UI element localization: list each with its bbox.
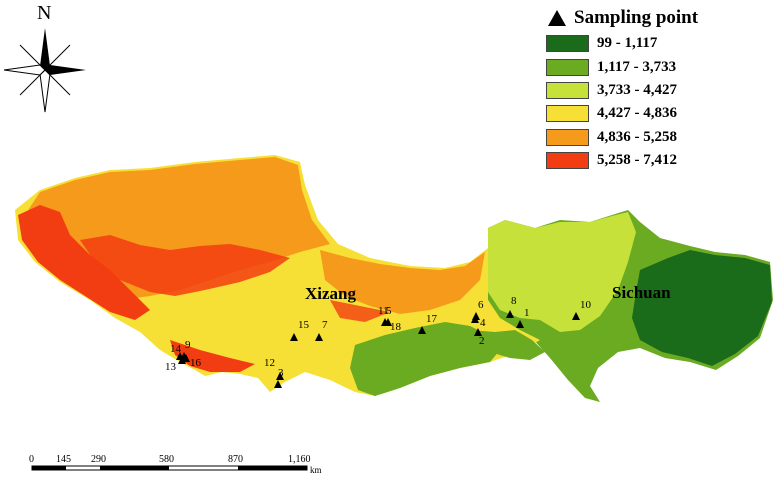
- legend-item: 3,733 - 4,427: [546, 79, 771, 102]
- scale-label: 145: [56, 454, 71, 465]
- sampling-point-label: 9: [185, 339, 191, 351]
- sampling-point-label: 10: [580, 299, 591, 311]
- legend-swatch: [546, 152, 589, 170]
- sampling-point-marker: [506, 310, 514, 318]
- legend-label: 4,427 - 4,836: [597, 105, 677, 122]
- sampling-point-label: 14: [170, 343, 181, 355]
- scale-label: 580: [159, 454, 174, 465]
- sampling-point-label: 5: [386, 305, 392, 317]
- legend-item: 5,258 - 7,412: [546, 149, 771, 172]
- elevation-map: [15, 155, 773, 402]
- sampling-point-icon: [548, 10, 566, 26]
- sampling-point-label: 16: [190, 357, 201, 369]
- scale-label: 870: [228, 454, 243, 465]
- sampling-point-marker: [274, 380, 282, 388]
- sampling-point-marker: [474, 328, 482, 336]
- legend-label: 1,117 - 3,733: [597, 58, 677, 75]
- legend-item: 99 - 1,117: [546, 32, 771, 55]
- legend-swatch: [546, 35, 589, 53]
- sampling-point-marker: [381, 318, 389, 326]
- legend-item: 4,427 - 4,836: [546, 102, 771, 125]
- legend-swatch: [546, 81, 589, 99]
- sampling-point-label: 15: [298, 319, 309, 331]
- scale-label: 0: [29, 454, 34, 465]
- sampling-point-marker: [516, 320, 524, 328]
- sampling-point-marker: [276, 372, 284, 380]
- sampling-point-label: 17: [426, 313, 437, 325]
- legend-label: 3,733 - 4,427: [597, 81, 677, 98]
- legend-swatch: [546, 105, 589, 123]
- scale-label: 290: [91, 454, 106, 465]
- legend: Sampling point 99 - 1,117 1,117 - 3,733 …: [546, 4, 771, 172]
- sampling-point-marker: [572, 312, 580, 320]
- legend-title: Sampling point: [546, 4, 771, 32]
- north-arrow-icon: [3, 28, 86, 113]
- north-label: N: [37, 2, 52, 24]
- region-label-sichuan: Sichuan: [612, 283, 671, 302]
- legend-label: 99 - 1,117: [597, 35, 658, 52]
- sampling-point-marker: [315, 333, 323, 341]
- legend-item: 4,836 - 5,258: [546, 126, 771, 149]
- sampling-point-marker: [418, 326, 426, 334]
- sampling-point-label: 11: [378, 305, 389, 317]
- sampling-point-label: 8: [511, 295, 517, 307]
- legend-swatch: [546, 58, 589, 76]
- sampling-point-label: 7: [322, 319, 328, 331]
- sampling-point-marker: [176, 352, 184, 360]
- sampling-point-marker: [472, 312, 480, 320]
- sampling-point-marker: [290, 333, 298, 341]
- legend-label: 4,836 - 5,258: [597, 128, 677, 145]
- sampling-point-label: 13: [165, 361, 176, 373]
- sampling-point-label: 18: [390, 321, 401, 333]
- sampling-point-label: 1: [524, 307, 530, 319]
- scale-unit: km: [310, 465, 322, 475]
- legend-item: 1,117 - 3,733: [546, 55, 771, 78]
- legend-swatch: [546, 128, 589, 146]
- sampling-point-label: 6: [478, 299, 484, 311]
- sampling-point-label: 4: [480, 317, 486, 329]
- legend-title-text: Sampling point: [574, 7, 699, 28]
- region-label-xizang: Xizang: [305, 284, 356, 303]
- sampling-point-label: 12: [264, 357, 275, 369]
- scale-label: 1,160: [288, 454, 311, 465]
- legend-label: 5,258 - 7,412: [597, 152, 677, 169]
- sampling-point-marker: [182, 354, 190, 362]
- sampling-point-label: 2: [479, 335, 485, 347]
